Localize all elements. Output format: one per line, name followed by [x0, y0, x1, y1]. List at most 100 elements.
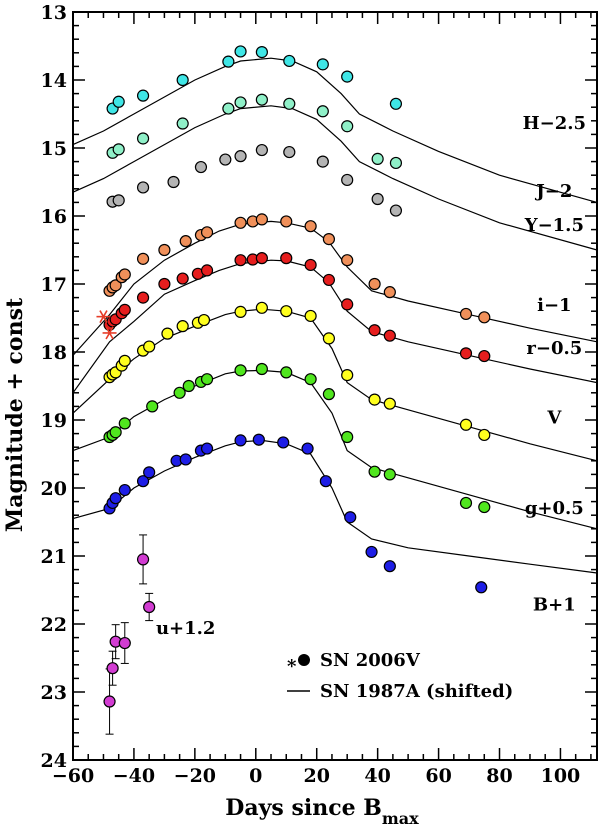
- x-tick-label: 0: [249, 765, 262, 787]
- data-point-V: [459, 418, 473, 431]
- data-point-B: [252, 433, 265, 446]
- data-point-J: [222, 102, 235, 115]
- data-point-i: [118, 268, 131, 281]
- data-point-Y: [389, 204, 403, 217]
- y-tick-label: 15: [41, 138, 67, 160]
- data-point-g: [234, 364, 247, 377]
- y-tick-label: 16: [41, 206, 67, 228]
- data-point-B: [109, 492, 122, 505]
- data-point-i: [368, 277, 381, 291]
- model-curves: [72, 57, 598, 574]
- band-labels: H−2.5 J−2 Y−1.5 i−1 r−0.5 Vg+0.5 B+1 u+1.2: [156, 113, 586, 639]
- data-point-i: [179, 235, 192, 248]
- band-label: r−0.5: [526, 338, 582, 359]
- data-point-J: [371, 152, 384, 165]
- data-point-i: [234, 216, 247, 229]
- x-axis-label: Days since Bmax: [225, 795, 419, 828]
- data-point-r: [304, 258, 317, 272]
- asterisk-points: [96, 310, 117, 340]
- data-point-V: [197, 313, 211, 327]
- plot-frame: [72, 11, 598, 761]
- data-point-V: [255, 301, 268, 314]
- x-tick-label: −40: [113, 765, 155, 787]
- data-point-u: [103, 695, 116, 708]
- x-tick-label: 80: [486, 765, 512, 787]
- data-point-B: [383, 560, 396, 573]
- data-point-Y: [112, 194, 125, 207]
- data-point-r: [459, 347, 473, 360]
- data-point-g: [383, 468, 396, 481]
- data-point-B: [118, 483, 131, 497]
- y-tick-label: 24: [41, 750, 67, 772]
- data-point-i: [383, 286, 396, 299]
- data-point-g: [182, 379, 195, 393]
- data-point-B: [301, 442, 314, 455]
- data-point-Y: [136, 181, 150, 194]
- data-point-V: [234, 305, 247, 318]
- data-point-i: [280, 215, 293, 228]
- data-point-Y: [219, 153, 232, 166]
- data-point-r: [255, 252, 268, 265]
- data-point-J: [176, 117, 189, 130]
- asterisk-point: [105, 326, 114, 340]
- data-point-u: [143, 600, 156, 614]
- sn1987a-model-curve: [72, 220, 598, 356]
- data-point-g: [109, 426, 122, 439]
- data-point-g: [280, 366, 293, 379]
- data-point-i: [109, 279, 122, 292]
- data-point-B: [319, 475, 332, 488]
- band-label: Y−1.5: [524, 215, 584, 236]
- data-point-i: [322, 233, 336, 246]
- data-point-g: [322, 388, 336, 401]
- data-point-r: [118, 303, 131, 316]
- x-tick-label: 100: [541, 765, 581, 787]
- sn1987a-model-curve: [72, 105, 598, 251]
- data-point-g: [146, 400, 159, 413]
- data-point-Y: [167, 175, 180, 189]
- data-point-V: [383, 397, 396, 410]
- legend-dot-marker: [298, 654, 310, 666]
- data-point-V: [341, 369, 354, 382]
- y-tick-label: 18: [41, 342, 67, 364]
- data-point-J: [136, 132, 150, 145]
- data-point-i: [304, 220, 317, 233]
- data-point-Y: [283, 145, 296, 159]
- data-point-B: [179, 453, 192, 466]
- x-tick-label: 20: [303, 765, 329, 787]
- legend-sn1987a-label: SN 1987A (shifted): [320, 681, 513, 702]
- data-point-H: [341, 70, 354, 83]
- x-axis-label-main: Days since B: [225, 795, 382, 821]
- data-point-r: [368, 324, 381, 337]
- y-axis-label: Magnitude + const: [2, 297, 28, 532]
- data-point-J: [255, 93, 268, 106]
- y-tick-label: 14: [41, 70, 67, 92]
- data-point-Y: [371, 192, 384, 206]
- band-label: J−2: [534, 181, 572, 202]
- data-point-i: [136, 252, 150, 265]
- data-point-g: [341, 430, 354, 444]
- y-tick-label: 19: [41, 410, 67, 432]
- data-point-r: [234, 254, 247, 267]
- data-point-g: [304, 373, 317, 386]
- band-label: H−2.5: [523, 113, 586, 134]
- sn1987a-model-curve: [72, 57, 598, 203]
- data-point-i: [158, 243, 171, 257]
- data-point-B: [277, 436, 290, 449]
- data-point-H: [222, 55, 235, 68]
- data-point-H: [136, 89, 150, 102]
- data-point-Y: [341, 173, 354, 187]
- data-point-r: [158, 277, 171, 291]
- data-point-g: [118, 417, 131, 430]
- data-point-i: [341, 254, 354, 267]
- data-point-Y: [194, 160, 208, 174]
- data-point-g: [255, 362, 268, 376]
- data-point-B: [344, 511, 357, 524]
- data-point-B: [234, 434, 247, 447]
- data-point-J: [341, 120, 354, 133]
- data-point-B: [136, 475, 150, 488]
- data-point-H: [112, 95, 125, 108]
- y-tick-label: 23: [41, 682, 67, 704]
- y-tick-label: 21: [41, 546, 67, 568]
- data-point-i: [200, 226, 214, 239]
- axis-ticks: −60 −40 −20 0 20 40 60 80 100 13 14 15 16 17 18 19 20 21 2…: [41, 2, 597, 787]
